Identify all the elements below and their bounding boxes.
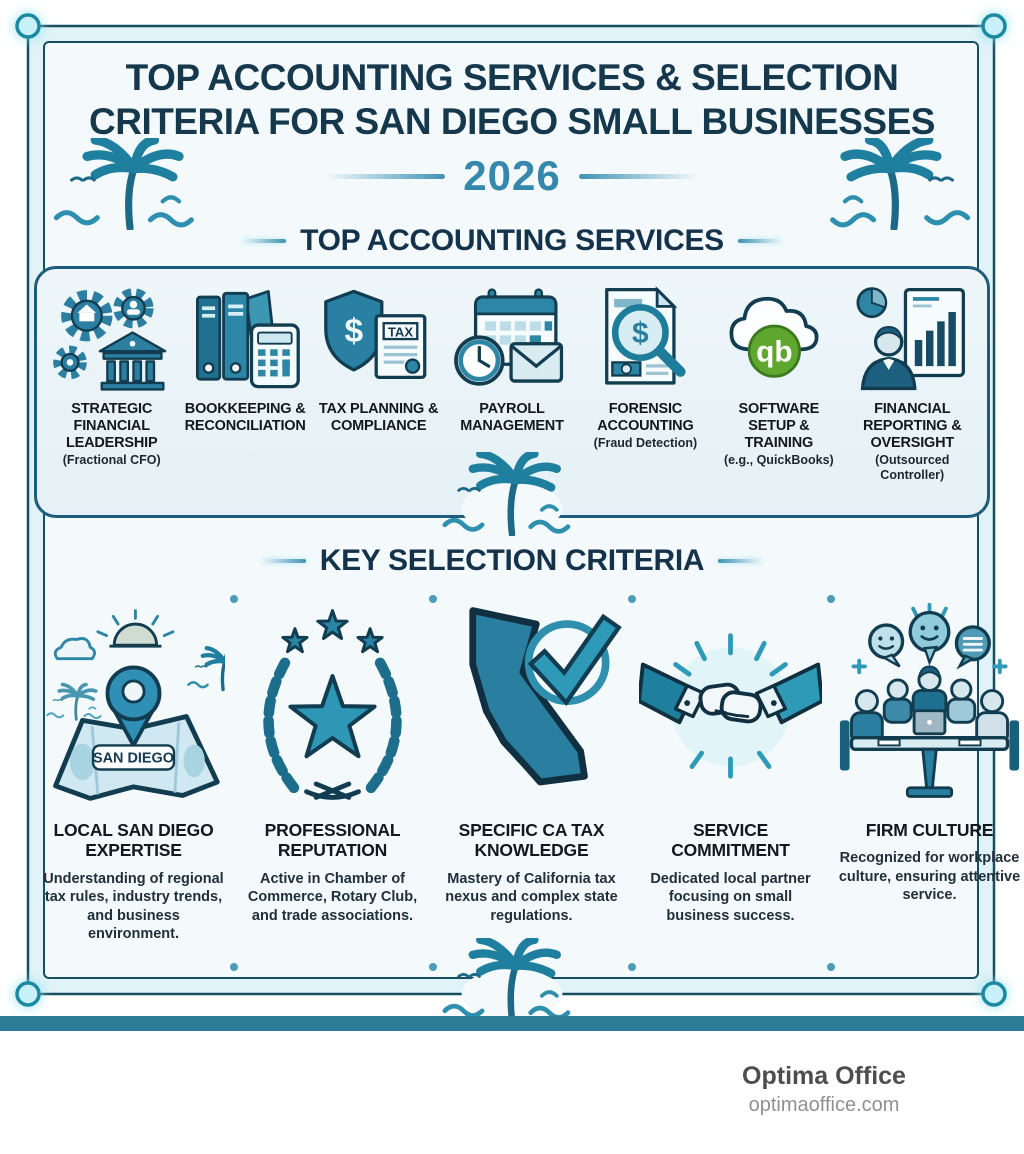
service-note: (e.g., QuickBooks) [723, 453, 834, 468]
magnifier-dollar-text: $ [632, 317, 649, 350]
criterion-service-commitment: SERVICE COMMITMENT Dedicated local partn… [631, 592, 830, 974]
services-heading: TOP ACCOUNTING SERVICES [300, 224, 724, 257]
year-dash-right [578, 173, 699, 179]
criterion-title: PROFESSIONAL REPUTATION [264, 820, 401, 861]
service-note: (Fractional CFO) [62, 453, 161, 468]
san-diego-map-icon: SAN DIEGO [45, 609, 225, 801]
criterion-description: Mastery of California tax nexus and comp… [445, 870, 618, 924]
criterion-description: Active in Chamber of Commerce, Rotary Cl… [247, 870, 418, 924]
criterion-title: SPECIFIC CA TAX KNOWLEDGE [458, 820, 605, 861]
page-title-line1: TOP ACCOUNTING SERVICES & SELECTION [125, 57, 899, 98]
criterion-description: Recognized for workplace culture, ensuri… [838, 850, 1021, 904]
criteria-row: SAN DIEGO LOCAL SAN DIEGO EXPERTISE Unde… [34, 592, 1020, 974]
service-item-financial-reporting: FINANCIAL REPORTING & OVERSIGHT (Outsour… [846, 279, 979, 482]
service-title: BOOKKEEPING & RECONCILIATION [184, 401, 306, 435]
services-panel: STRATEGIC FINANCIAL LEADERSHIP (Fraction… [34, 266, 990, 518]
criterion-title: SERVICE COMMITMENT [671, 820, 790, 861]
service-title: STRATEGIC FINANCIAL LEADERSHIP [65, 401, 158, 452]
criterion-firm-culture: FIRM CULTURE Recognized for workplace cu… [830, 592, 1024, 974]
california-check-icon [469, 607, 622, 786]
service-title: PAYROLL MANAGEMENT [460, 401, 564, 435]
footer: Optima Office optimaoffice.com [624, 1062, 1024, 1117]
gears-bank-icon [52, 288, 167, 391]
cloud-quickbooks-icon: qb [729, 296, 819, 378]
heading-dash-left [261, 559, 306, 563]
page-title: TOP ACCOUNTING SERVICES & SELECTION CRIT… [40, 56, 984, 145]
criterion-specific-ca-tax-knowledge: SPECIFIC CA TAX KNOWLEDGE Mastery of Cal… [432, 592, 631, 974]
service-note: (Fraud Detection) [593, 436, 698, 451]
service-item-strategic-financial-leadership: STRATEGIC FINANCIAL LEADERSHIP (Fraction… [45, 279, 178, 482]
calendar-clock-envelope-icon [454, 288, 564, 386]
criterion-title: FIRM CULTURE [865, 820, 994, 840]
handshake-icon [639, 633, 822, 779]
criteria-heading-row: KEY SELECTION CRITERIA [0, 544, 1024, 578]
service-note: (Outsourced Controller) [875, 453, 950, 482]
year-label: 2026 [463, 152, 561, 199]
criterion-professional-reputation: PROFESSIONAL REPUTATION Active in Chambe… [233, 592, 432, 974]
services-heading-row: TOP ACCOUNTING SERVICES [0, 224, 1024, 258]
service-title: TAX PLANNING & COMPLIANCE [318, 401, 439, 435]
bottom-accent-band [0, 1016, 1024, 1031]
service-item-payroll: PAYROLL MANAGEMENT [445, 279, 578, 482]
quickbooks-logo-text: qb [756, 335, 792, 368]
year-dash-left [325, 173, 446, 179]
service-item-bookkeeping: BOOKKEEPING & RECONCILIATION [178, 279, 311, 482]
service-item-tax-planning: $ TAX TAX PLANNING & COMPLIANCE [312, 279, 445, 482]
criterion-local-san-diego-expertise: SAN DIEGO LOCAL SAN DIEGO EXPERTISE Unde… [34, 592, 233, 974]
year-row: 2026 [0, 152, 1024, 200]
service-title: FORENSIC ACCOUNTING [597, 401, 694, 435]
laurel-star-icon [263, 600, 402, 800]
criteria-heading: KEY SELECTION CRITERIA [319, 544, 705, 577]
criterion-description: Dedicated local partner focusing on smal… [650, 870, 811, 924]
magnifier-document-icon: $ [605, 286, 686, 385]
tax-doc-text: TAX [387, 324, 412, 339]
service-item-forensic: $ FORENSIC ACCOUNTING (Fraud Detection) [579, 279, 712, 482]
service-title: SOFTWARE SETUP & TRAINING [738, 401, 820, 452]
heading-dash-right [737, 239, 782, 243]
criterion-title: LOCAL SAN DIEGO EXPERTISE [53, 820, 214, 861]
services-row: STRATEGIC FINANCIAL LEADERSHIP (Fraction… [37, 269, 987, 482]
shield-tax-icon: $ TAX [323, 289, 426, 379]
team-meeting-icon [839, 602, 1020, 798]
shield-dollar-text: $ [344, 313, 363, 350]
brand-name: Optima Office [742, 1062, 906, 1090]
heading-dash-left [242, 239, 287, 243]
heading-dash-right [718, 559, 763, 563]
service-item-software-setup: qb SOFTWARE SETUP & TRAINING (e.g., Quic… [712, 279, 845, 482]
page-title-line2: CRITERIA FOR SAN DIEGO SMALL BUSINESSES [89, 101, 935, 143]
brand-website: optimaoffice.com [748, 1094, 900, 1116]
criterion-description: Understanding of regional tax rules, ind… [43, 870, 224, 943]
service-title: FINANCIAL REPORTING & OVERSIGHT [862, 401, 962, 452]
books-calculator-icon [196, 290, 300, 389]
map-label-text: SAN DIEGO [93, 751, 174, 767]
person-chart-icon [856, 287, 966, 391]
